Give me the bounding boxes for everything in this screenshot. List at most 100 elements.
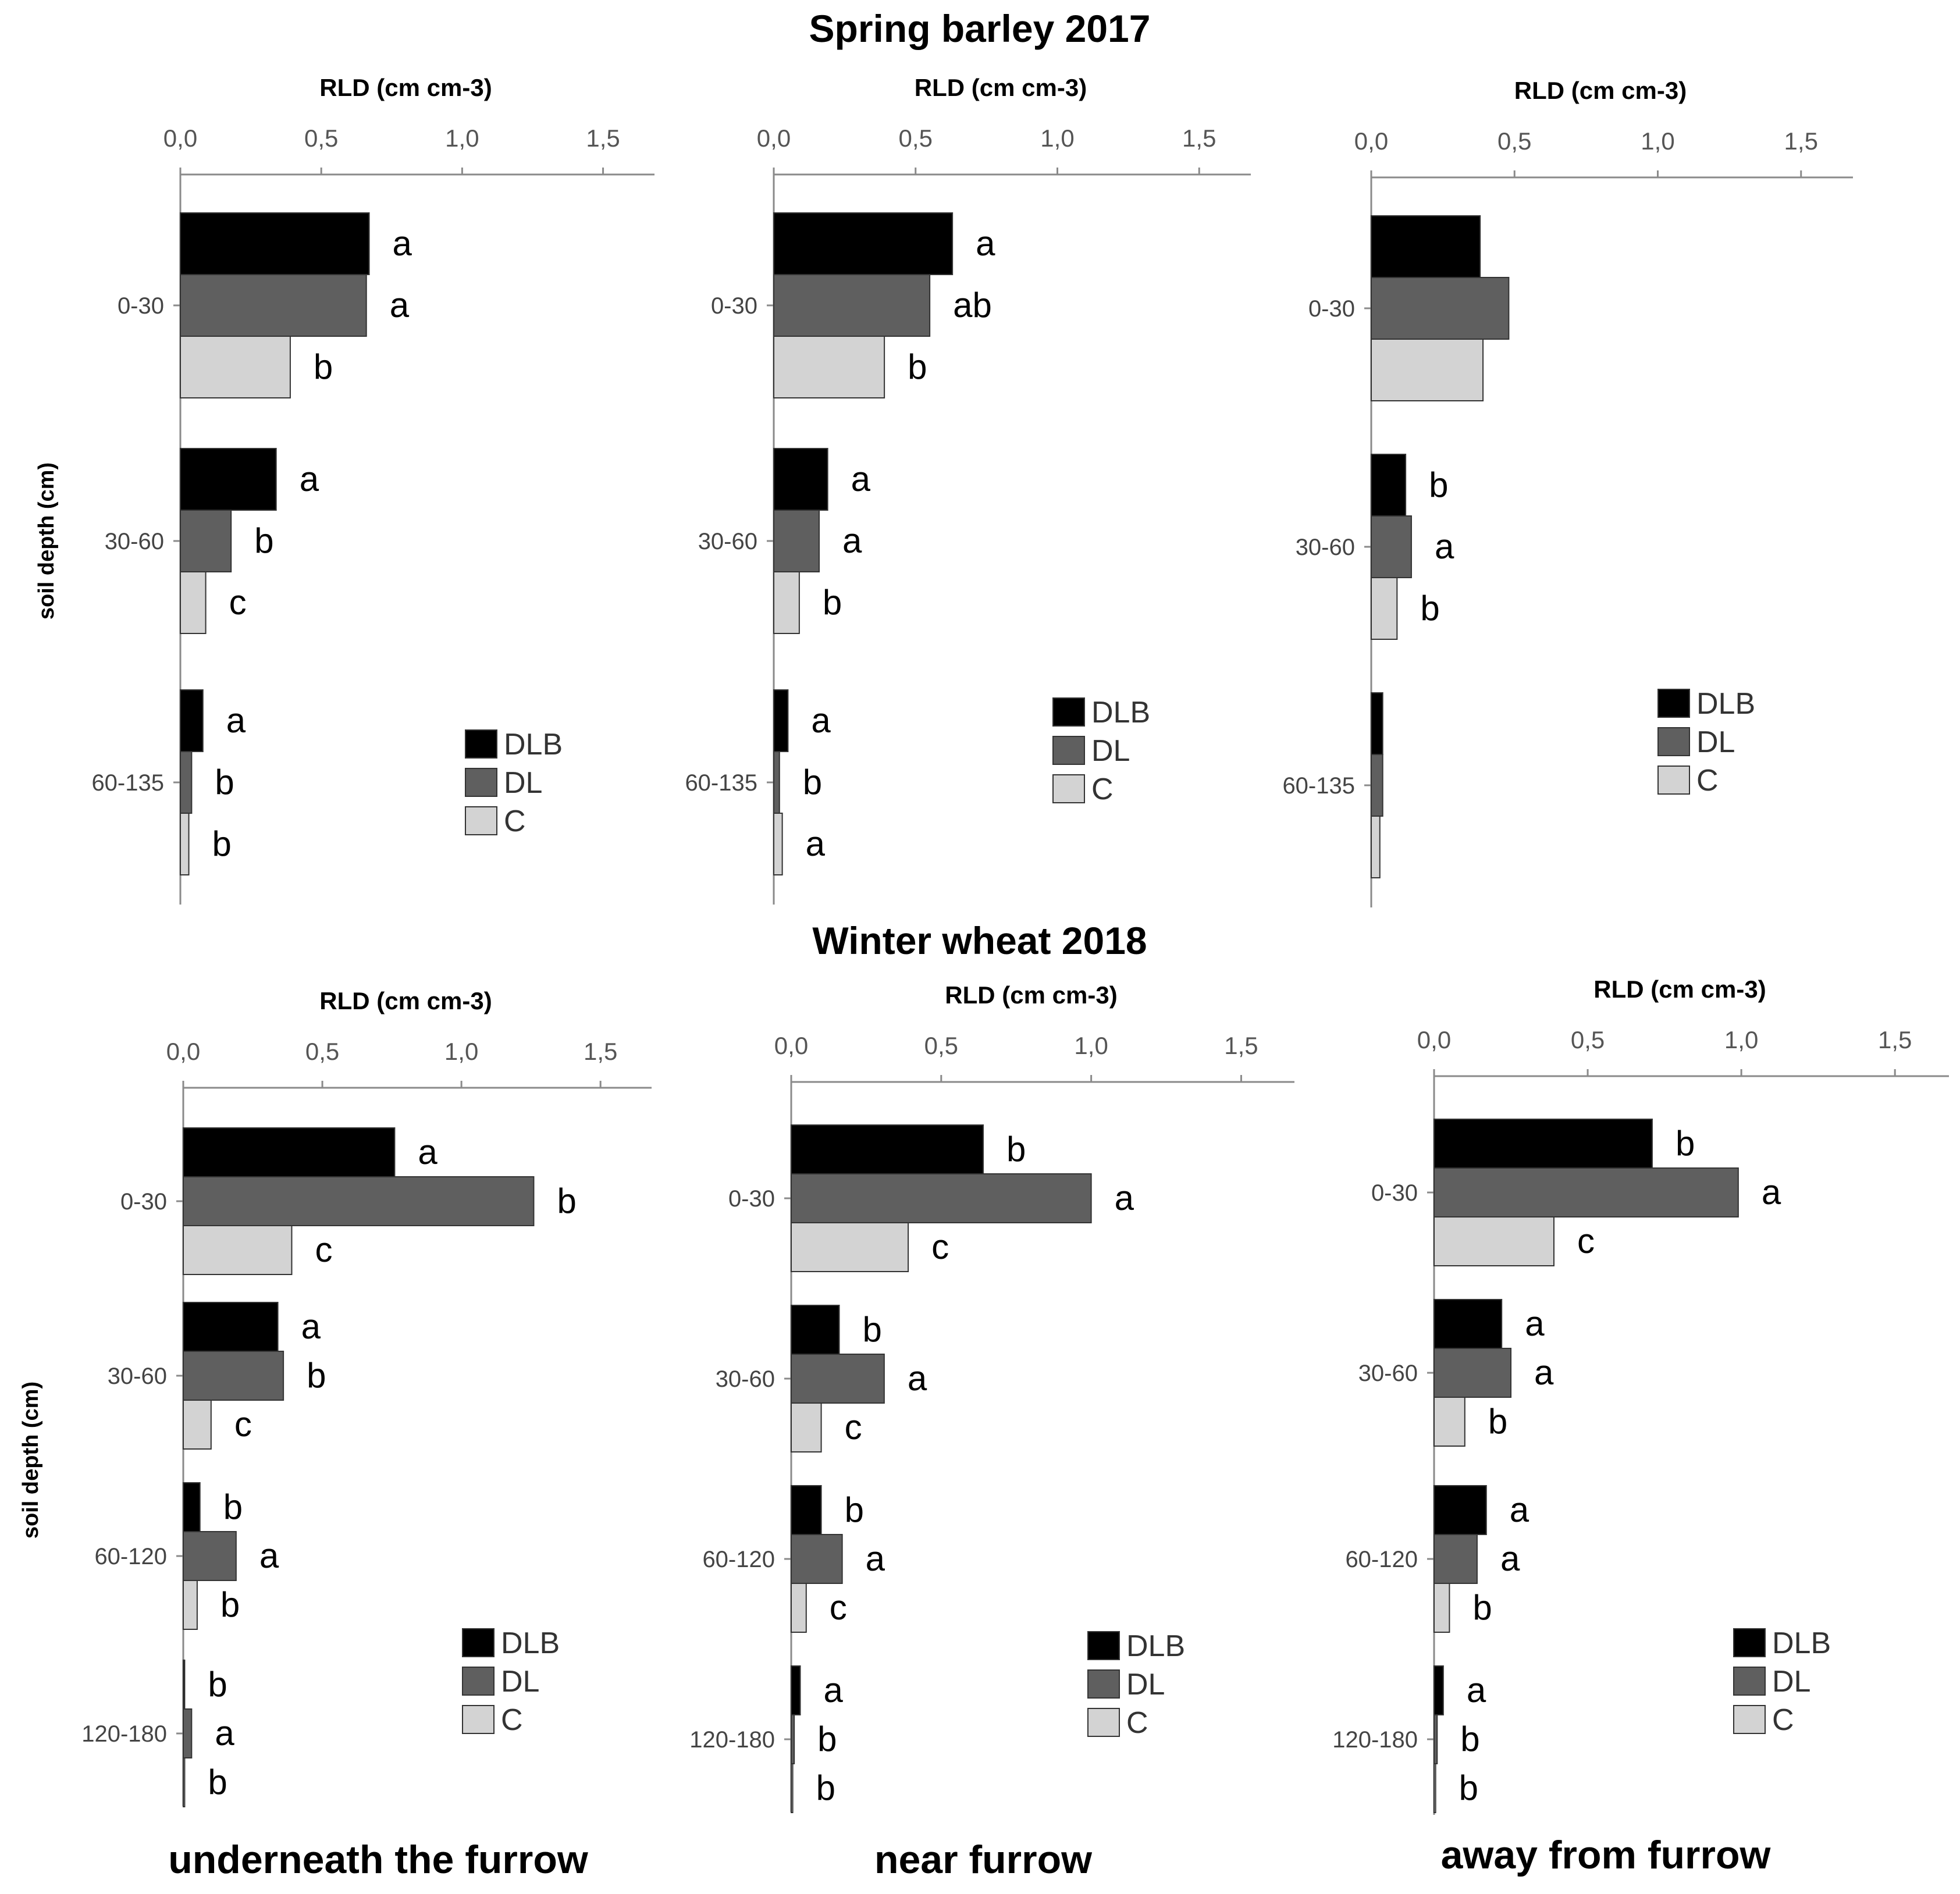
legend-label: DLB [504,728,563,761]
bar-c [183,1225,293,1275]
significance-label: a [1115,1179,1134,1217]
x-tick-label: 0,5 [899,124,933,152]
legend-swatch-dlb [1052,697,1085,727]
bar-dlb [1433,1119,1653,1169]
y-tick-label: 30-60 [108,1363,167,1389]
bar-dl [1433,1348,1512,1398]
bar-c [1371,816,1381,878]
legend-label: DLB [501,1626,560,1660]
y-tick-label: 60-120 [702,1547,775,1572]
significance-label: a [1525,1304,1545,1343]
bar-dlb [791,1485,822,1535]
significance-label: a [1500,1539,1520,1578]
y-tick-label: 0-30 [120,1189,167,1215]
bar-c [183,1757,186,1807]
bar-dl [1433,1167,1739,1217]
legend-swatch-dlb [462,1628,495,1657]
bar-dlb [183,1127,396,1177]
bar-dl [773,274,931,337]
bar-c [1371,577,1398,640]
y-tick-label: 120-180 [81,1721,167,1747]
y-tick-label: 60-135 [685,770,757,796]
y-tick-label: 30-60 [105,529,164,554]
y-tick-label: 60-120 [94,1544,167,1569]
x-axis-title: RLD (cm cm-3) [319,74,492,101]
significance-label: b [816,1768,835,1807]
bar-c [1371,339,1484,401]
y-tick-label: 0-30 [1308,296,1355,322]
x-tick-label: 1,5 [584,1038,617,1065]
bar-c [791,1763,794,1813]
significance-label: b [314,347,333,386]
legend-label: C [504,804,526,838]
significance-label: b [1459,1768,1478,1807]
legend-swatch-dl [462,1667,495,1696]
x-axis-title: RLD (cm cm-3) [1514,77,1687,104]
bar-c [791,1402,822,1452]
significance-label: b [1006,1130,1026,1169]
significance-label: b [557,1181,576,1220]
bar-dl [791,1714,795,1764]
bar-dlb [791,1305,840,1355]
bar-dl [180,751,193,814]
x-tick-label: 0,0 [1354,127,1388,155]
chart-panel-5: RLD (cm cm-3)0,0 0,5 1,0 1,50-30bac30-60bac… [689,981,1294,1813]
bar-dlb [791,1124,984,1174]
significance-label: b [845,1490,864,1529]
significance-label: b [817,1719,837,1758]
significance-label: a [226,701,246,740]
legend-label: C [1091,772,1114,806]
x-axis-title: RLD (cm cm-3) [319,987,492,1014]
significance-label: a [390,286,410,325]
x-tick-label: 0,0 [1417,1026,1451,1053]
bar-dl [183,1176,535,1226]
significance-label: a [1467,1671,1486,1710]
legend-label: C [1126,1706,1148,1740]
significance-label: b [1420,589,1439,628]
x-tick-label: 0,0 [774,1032,808,1059]
legend-label: C [1772,1703,1794,1737]
bar-c [180,813,190,875]
significance-label: a [300,460,319,499]
bottom-title: Winter wheat 2018 [812,919,1147,962]
significance-label: a [851,460,871,499]
legend-label: DLB [1696,687,1755,721]
y-tick-label: 0-30 [1371,1180,1418,1206]
x-tick-label: 0,5 [1571,1026,1605,1053]
legend-label: C [1696,764,1719,798]
bar-dl [773,510,820,572]
significance-label: a [1534,1353,1554,1392]
chart-panel-3: RLD (cm cm-3) 0,0 0,5 1,0 1,5 0-30 30-60 bab 60-… [1282,77,1853,907]
legend-swatch-dlb [465,729,497,759]
y-axis-label-top: soil depth (cm) [34,462,59,620]
legend-swatch-c [1657,766,1690,795]
legend-label: C [501,1703,523,1737]
legend-swatch-c [1052,774,1085,803]
legend-swatch-dlb [1087,1631,1120,1660]
significance-label: ab [953,286,992,325]
significance-label: c [315,1230,332,1269]
bar-c [1433,1397,1465,1447]
significance-label: a [1435,527,1454,566]
bar-dlb [1371,692,1383,755]
bar-dl [1371,754,1383,817]
significance-label: b [1676,1124,1695,1163]
y-axis-label-bottom: soil depth (cm) [19,1382,43,1539]
significance-label: a [811,701,831,740]
legend-swatch-c [1087,1708,1120,1737]
y-tick-label: 120-180 [689,1727,775,1753]
legend-swatch-dl [1733,1667,1766,1696]
significance-label: c [229,583,247,622]
bar-dl [791,1534,843,1584]
y-tick-label: 60-120 [1345,1547,1418,1572]
significance-label: a [393,224,412,263]
bar-c [180,336,291,398]
x-tick-label: 0,0 [163,124,197,152]
panels: RLD (cm cm-3)0,0 0,5 1,0 1,50-30aab30-60abc… [81,74,1949,1815]
x-tick-label: 0,5 [304,124,338,152]
bar-c [773,813,783,875]
y-tick-label: 30-60 [716,1366,775,1392]
legend-swatch-dl [1052,736,1085,765]
chart-panel-1: RLD (cm cm-3)0,0 0,5 1,0 1,50-30aab30-60abc… [91,74,654,905]
